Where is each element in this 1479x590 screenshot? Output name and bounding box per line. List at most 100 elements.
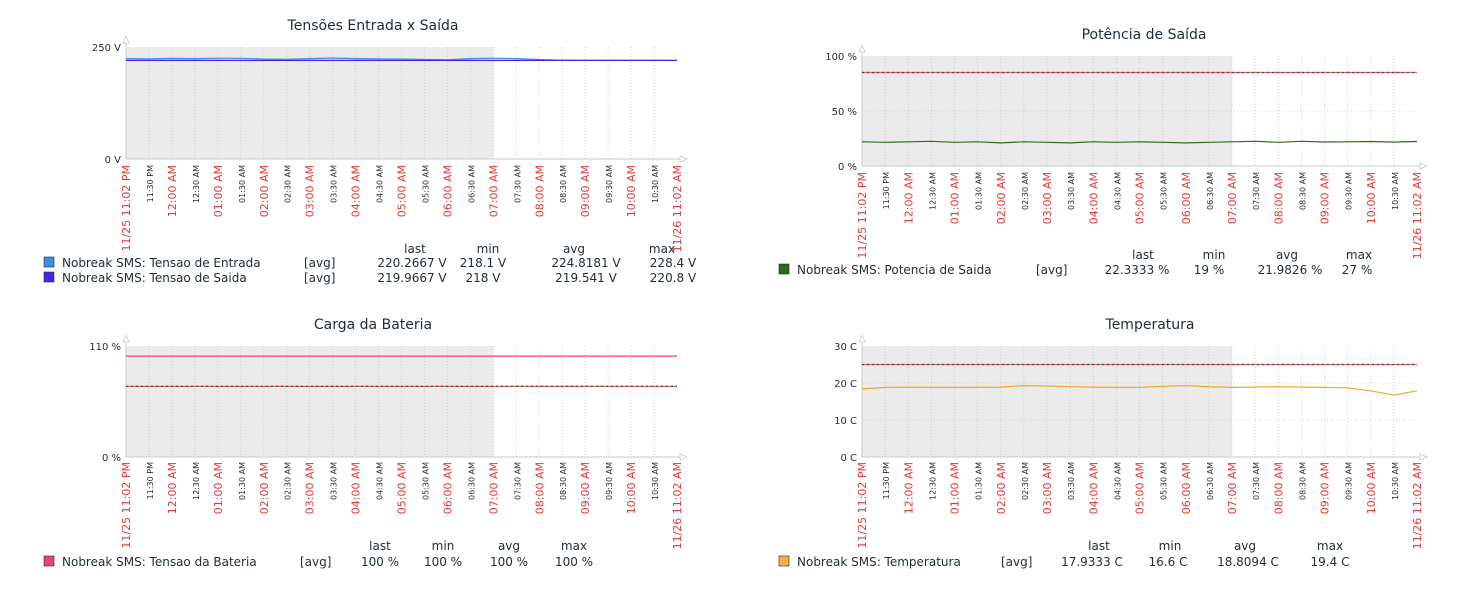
legend-item-name: Nobreak SMS: Tensao de Entrada — [62, 256, 261, 270]
x-tick-label: 07:00 AM — [487, 165, 500, 217]
x-tick-label: 02:00 AM — [995, 462, 1008, 514]
x-tick-label: 02:30 AM — [284, 165, 293, 203]
legend-swatch — [43, 256, 55, 268]
x-tick-label: 11/26 11:02 AM — [671, 165, 684, 252]
x-tick-label: 10:00 AM — [1365, 462, 1378, 514]
x-tick-label: 09:30 AM — [605, 165, 614, 203]
x-tick-label: 11/26 11:02 AM — [1411, 172, 1424, 259]
x-tick-label: 06:00 AM — [1180, 172, 1193, 224]
legend-item-name: Nobreak SMS: Tensao da Bateria — [62, 555, 257, 569]
chart-title: Temperatura — [1105, 317, 1195, 333]
x-tick-label: 03:30 AM — [330, 462, 339, 500]
legend-item-func: [avg] — [1036, 263, 1067, 277]
legend-item-func: [avg] — [300, 555, 331, 569]
x-tick-label: 08:00 AM — [533, 165, 546, 217]
x-tick-label: 12:30 AM — [192, 165, 201, 203]
x-tick-label: 05:00 AM — [396, 165, 409, 217]
legend-header: avg — [1234, 539, 1256, 553]
x-tick-label: 12:00 AM — [902, 462, 915, 514]
x-tick-label: 08:30 AM — [1298, 172, 1307, 210]
x-tick-label: 12:00 AM — [902, 172, 915, 224]
x-tick-label: 09:00 AM — [579, 165, 592, 217]
series-line — [861, 384, 1418, 396]
chart-carga-bateria: Carga da Bateria 110 % 0 % 11/25 11:02 PM 11… — [0, 295, 740, 590]
x-tick-label: 03:30 AM — [1067, 172, 1076, 210]
x-tick-label: 08:00 AM — [533, 462, 546, 514]
chart-tensoes: Tensões Entrada x Saída 250 V 0 V 11/25 11:… — [0, 0, 740, 295]
x-tick-label: 03:30 AM — [330, 165, 339, 203]
legend-header: last — [404, 242, 426, 256]
x-tick-label: 04:00 AM — [350, 165, 363, 217]
legend-value-max: 228.4 V — [650, 256, 697, 270]
x-tick-label: 05:30 AM — [421, 165, 430, 203]
chart-title: Carga da Bateria — [314, 317, 432, 333]
legend-header: avg — [498, 539, 520, 553]
legend-value-max: 100 % — [555, 555, 593, 569]
y-tick-label: 20 C — [834, 379, 857, 390]
y-tick-label: 0 C — [840, 453, 857, 464]
legend-item-name: Nobreak SMS: Temperatura — [797, 555, 961, 569]
x-tick-label: 10:00 AM — [625, 165, 638, 217]
x-tick-label: 11/25 11:02 PM — [120, 165, 133, 252]
x-axis-arrow — [679, 453, 689, 461]
x-tick-label: 01:30 AM — [975, 462, 984, 500]
legend-value-min: 218.1 V — [460, 256, 507, 270]
x-tick-label: 06:00 AM — [441, 165, 454, 217]
y-axis-arrow — [122, 333, 130, 343]
x-tick-label: 04:30 AM — [376, 462, 385, 500]
legend-value-min: 16.6 C — [1149, 555, 1188, 569]
y-axis-arrow — [858, 333, 866, 343]
x-tick-label: 04:00 AM — [1087, 172, 1100, 224]
legend-swatch — [43, 555, 55, 567]
working-time-shade — [862, 346, 1232, 457]
x-tick-label: 10:30 AM — [651, 165, 660, 203]
x-tick-label: 04:30 AM — [376, 165, 385, 203]
x-tick-label: 06:30 AM — [467, 462, 476, 500]
chart-potencia: Potência de Saída 100 % 50 % 0 % 11/25 11:02… — [740, 0, 1479, 295]
x-tick-label: 07:00 AM — [1226, 462, 1239, 514]
x-tick-label: 06:30 AM — [1206, 462, 1215, 500]
legend-header: max — [561, 539, 587, 553]
y-tick-label: 110 % — [89, 342, 121, 353]
x-tick-label: 07:30 AM — [513, 165, 522, 203]
x-tick-label: 08:30 AM — [559, 462, 568, 500]
legend-swatch — [778, 555, 790, 567]
x-tick-label: 07:30 AM — [513, 462, 522, 500]
x-tick-label: 11/25 11:02 PM — [856, 462, 869, 549]
legend-value-avg: 18.8094 C — [1217, 555, 1279, 569]
x-tick-label: 09:30 AM — [1345, 172, 1354, 210]
x-tick-label: 06:30 AM — [1206, 172, 1215, 210]
legend-item-func: [avg] — [304, 256, 335, 270]
legend-item-func: [avg] — [304, 271, 335, 285]
x-tick-label: 05:30 AM — [421, 462, 430, 500]
x-tick-label: 05:30 AM — [1160, 462, 1169, 500]
x-tick-label: 08:00 AM — [1272, 172, 1285, 224]
x-tick-label: 02:00 AM — [995, 172, 1008, 224]
y-tick-label: 100 % — [825, 52, 857, 63]
y-tick-label: 0 % — [102, 453, 121, 464]
legend-value-min: 19 % — [1194, 263, 1225, 277]
y-tick-label: 0 V — [105, 155, 122, 166]
x-axis-arrow — [679, 155, 689, 163]
x-axis-arrow — [1419, 162, 1429, 170]
x-tick-label: 02:00 AM — [258, 462, 271, 514]
x-tick-label: 11:30 PM — [882, 172, 891, 209]
legend-header: last — [1088, 539, 1110, 553]
x-tick-label: 09:00 AM — [1319, 172, 1332, 224]
x-axis-arrow — [1419, 453, 1429, 461]
legend-header: last — [369, 539, 391, 553]
legend-header: min — [1203, 248, 1226, 262]
x-tick-label: 08:00 AM — [1272, 462, 1285, 514]
x-tick-label: 02:00 AM — [258, 165, 271, 217]
x-tick-label: 11/26 11:02 AM — [1411, 462, 1424, 549]
chart-svg: Carga da Bateria 110 % 0 %11/25 11:02 PM 11… — [43, 317, 689, 569]
y-tick-label: 50 % — [832, 107, 857, 118]
x-tick-label: 09:00 AM — [1319, 462, 1332, 514]
x-tick-label: 12:30 AM — [192, 462, 201, 500]
x-tick-label: 10:30 AM — [1391, 462, 1400, 500]
x-tick-label: 12:00 AM — [166, 165, 179, 217]
x-tick-label: 07:00 AM — [487, 462, 500, 514]
x-tick-label: 08:30 AM — [1298, 462, 1307, 500]
x-tick-label: 06:30 AM — [467, 165, 476, 203]
legend-value-avg: 224.8181 V — [551, 256, 621, 270]
